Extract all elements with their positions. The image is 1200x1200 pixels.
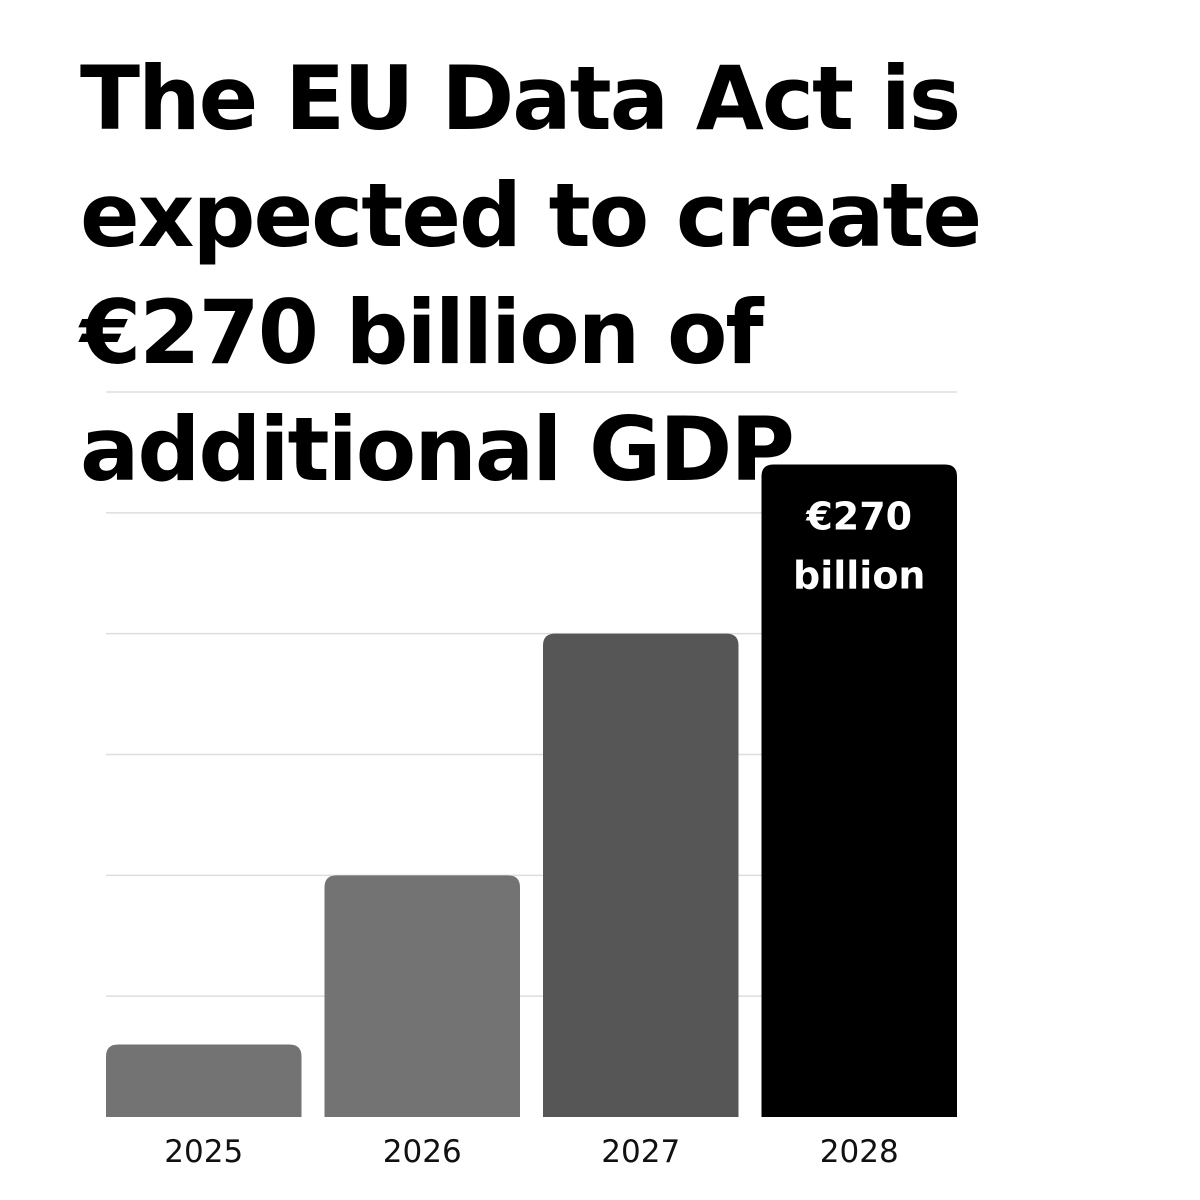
bar-2027 [543,633,739,1117]
x-tick-label-2025: 2025 [164,1134,243,1170]
bars [106,464,957,1117]
bar-2028 [761,464,957,1117]
x-axis-tick-labels: 2025 2026 2027 2028 [164,1134,898,1170]
chart-title: The EU Data Act is expected to create €2… [80,47,982,501]
bar-annotations: €270 billion [793,495,925,598]
bar-2025 [106,1044,302,1117]
bar-annotation-line: €270 [805,495,912,539]
bar-annotation-line: billion [793,554,925,598]
x-tick-label-2028: 2028 [820,1134,899,1170]
bar-2026 [324,875,520,1117]
x-tick-label-2027: 2027 [601,1134,680,1170]
x-tick-label-2026: 2026 [383,1134,462,1170]
